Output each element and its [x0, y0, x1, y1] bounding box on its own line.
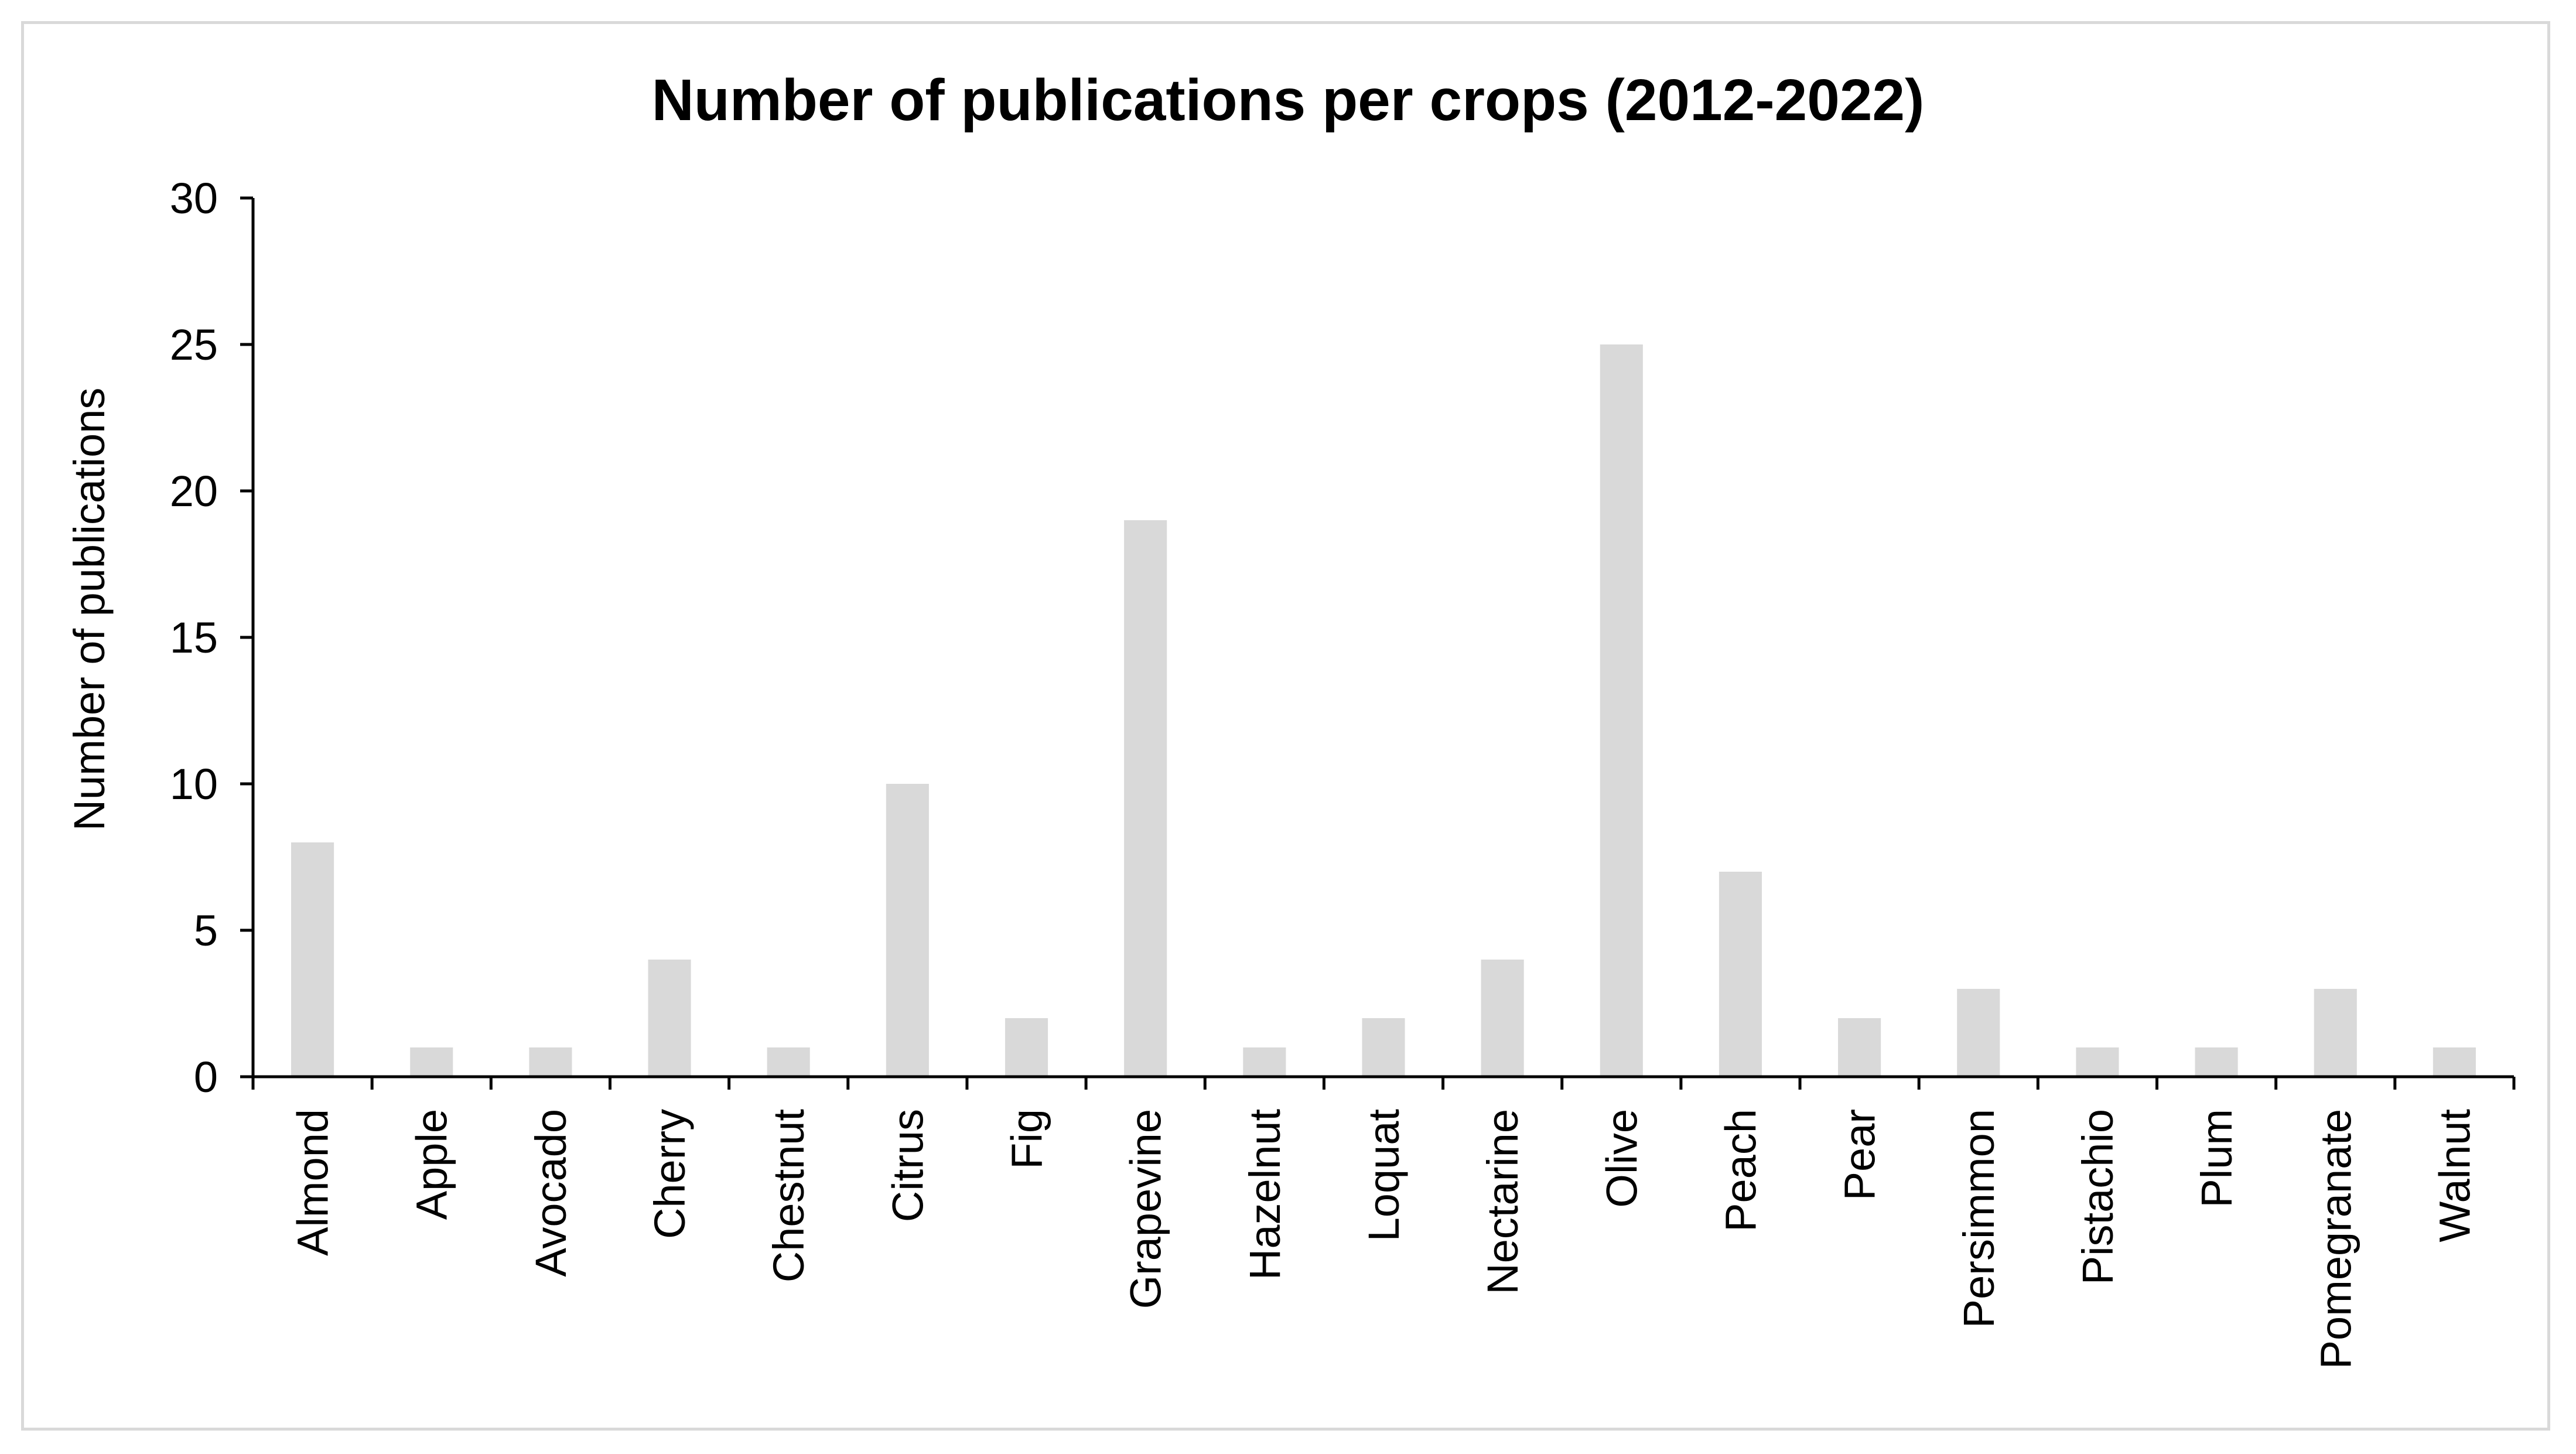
chart-title: Number of publications per crops (2012-2…: [652, 67, 1925, 133]
x-tick-label-pomegranate: Pomegranate: [2311, 1109, 2360, 1369]
y-tick-label: 0: [194, 1053, 218, 1101]
x-axis-ticks: Almond Apple Avocado Cherry Chestnut Citrus Fi…: [251, 1077, 2516, 1369]
bar-apple: [410, 1047, 453, 1077]
y-axis-label: Number of publications: [65, 388, 114, 831]
bar-cherry: [648, 960, 691, 1077]
bar-olive: [1600, 344, 1643, 1077]
y-tick-label: 5: [194, 906, 218, 955]
x-tick-label-pear: Pear: [1836, 1109, 1884, 1200]
bar-loquat: [1362, 1018, 1405, 1077]
y-tick-label: 15: [170, 613, 218, 662]
bar-almond: [291, 842, 334, 1077]
bar-persimmon: [1957, 989, 2000, 1077]
x-tick-label-pistachio: Pistachio: [2073, 1109, 2122, 1285]
bar-plum: [2195, 1047, 2238, 1077]
bar-chestnut: [767, 1047, 810, 1077]
x-tick-label-persimmon: Persimmon: [1955, 1109, 2003, 1328]
x-tick-label-apple: Apple: [408, 1109, 456, 1220]
bar-avocado: [529, 1047, 572, 1077]
x-tick-label-loquat: Loquat: [1359, 1109, 1408, 1242]
bar-pistachio: [2076, 1047, 2119, 1077]
x-tick-label-chestnut: Chestnut: [764, 1109, 813, 1283]
bars-group: [291, 344, 2476, 1077]
x-tick-label-plum: Plum: [2192, 1109, 2241, 1208]
x-tick-label-peach: Peach: [1716, 1109, 1765, 1232]
x-tick-label-hazelnut: Hazelnut: [1241, 1109, 1289, 1281]
bar-pomegranate: [2314, 989, 2357, 1077]
x-tick-label-olive: Olive: [1597, 1109, 1646, 1208]
x-tick-label-avocado: Avocado: [527, 1109, 575, 1277]
y-tick-label: 25: [170, 320, 218, 369]
y-tick-label: 30: [170, 174, 218, 223]
bar-peach: [1719, 872, 1762, 1077]
x-tick-label-fig: Fig: [1003, 1109, 1051, 1169]
chart-frame: [21, 21, 2550, 1431]
bar-grapevine: [1124, 520, 1167, 1077]
y-tick-label: 20: [170, 467, 218, 516]
bar-pear: [1838, 1018, 1881, 1077]
bar-walnut: [2432, 1047, 2476, 1077]
bar-hazelnut: [1243, 1047, 1286, 1077]
x-tick-label-almond: Almond: [289, 1109, 337, 1256]
x-tick-label-grapevine: Grapevine: [1122, 1109, 1170, 1309]
x-tick-label-cherry: Cherry: [645, 1109, 694, 1239]
bar-fig: [1005, 1018, 1048, 1077]
y-axis-ticks: 0 5 10 15 20 25 30: [170, 174, 253, 1101]
bar-nectarine: [1481, 960, 1524, 1077]
y-tick-label: 10: [170, 760, 218, 808]
x-tick-label-citrus: Citrus: [883, 1109, 932, 1222]
bar-citrus: [886, 784, 929, 1077]
x-tick-label-walnut: Walnut: [2430, 1109, 2479, 1243]
x-tick-label-nectarine: Nectarine: [1478, 1109, 1527, 1295]
